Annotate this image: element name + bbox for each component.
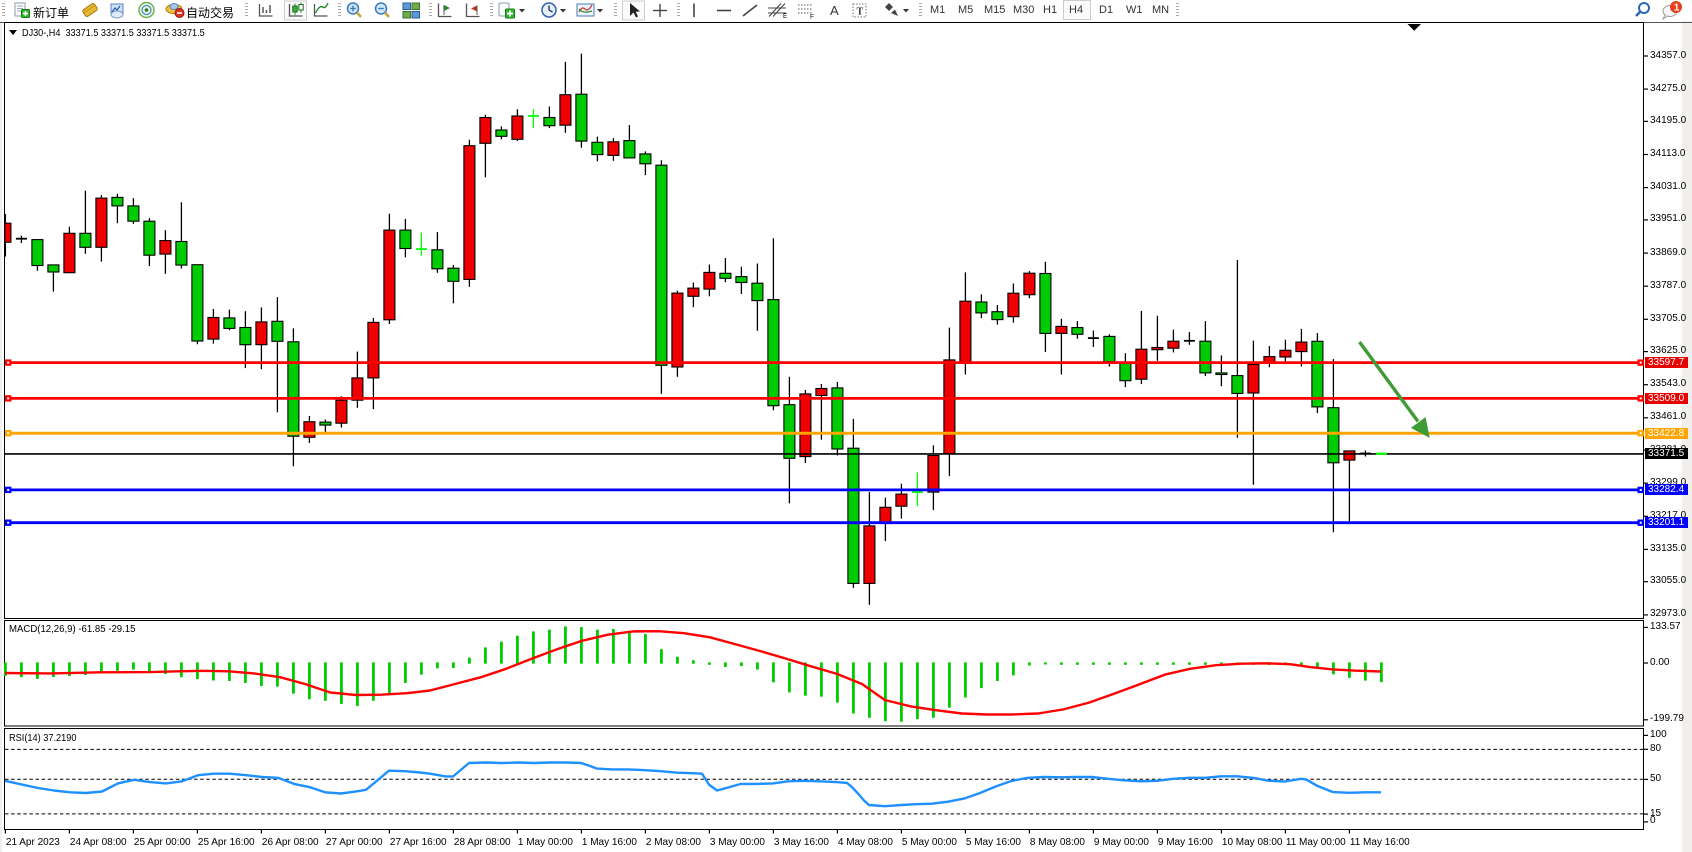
- svg-text:F: F: [810, 14, 814, 21]
- svg-text:A: A: [830, 3, 839, 18]
- svg-text:1: 1: [1674, 3, 1680, 14]
- svg-text:E: E: [783, 13, 788, 20]
- svg-text:T: T: [857, 7, 864, 18]
